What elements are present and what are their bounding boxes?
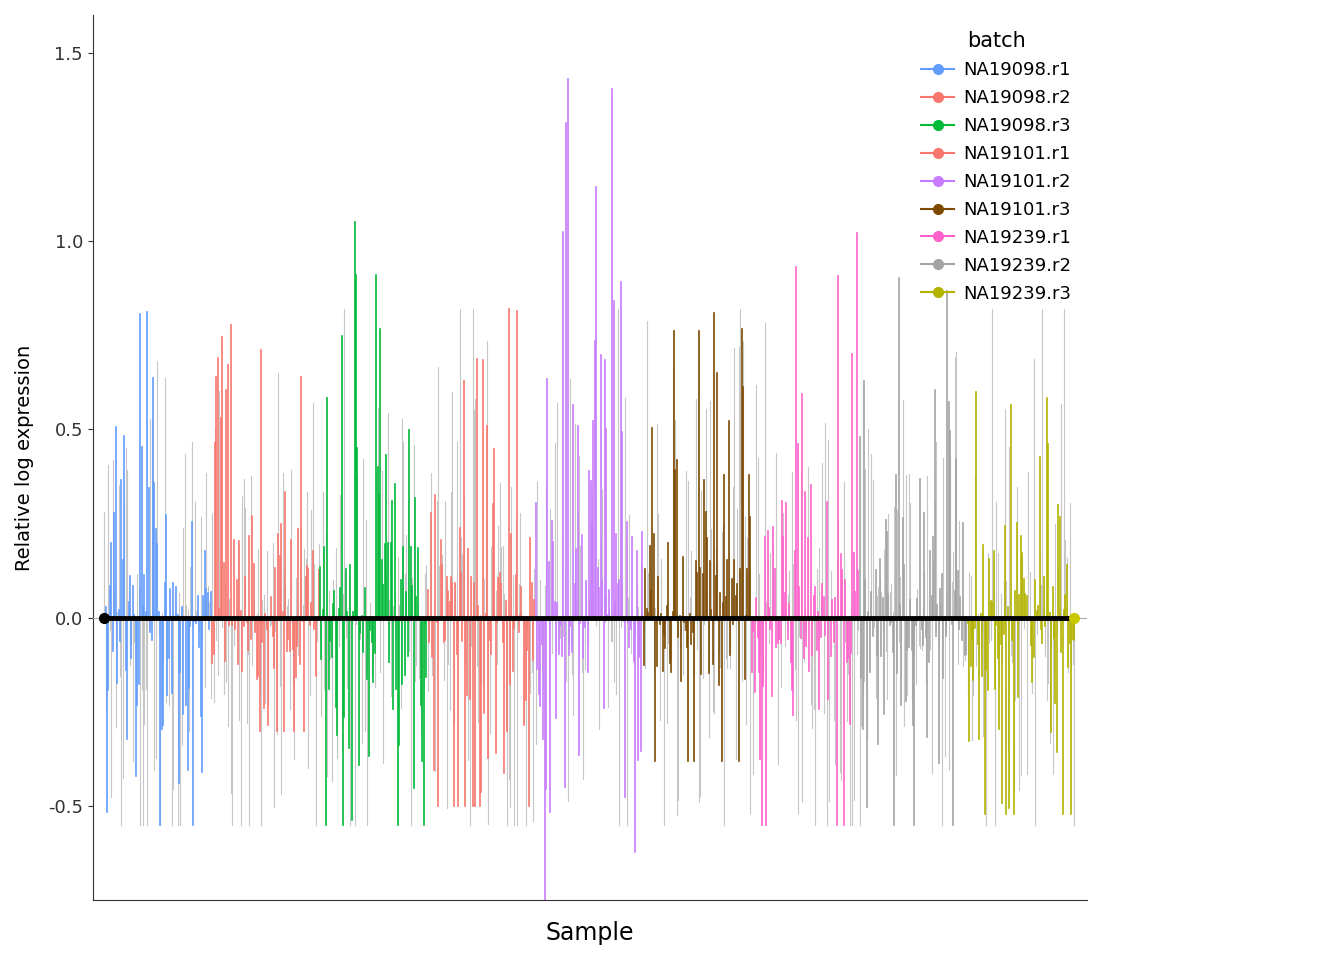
Legend: NA19098.r1, NA19098.r2, NA19098.r3, NA19101.r1, NA19101.r2, NA19101.r3, NA19239.: NA19098.r1, NA19098.r2, NA19098.r3, NA19… (914, 24, 1078, 310)
X-axis label: Sample: Sample (546, 921, 634, 945)
Y-axis label: Relative log expression: Relative log expression (15, 345, 34, 570)
